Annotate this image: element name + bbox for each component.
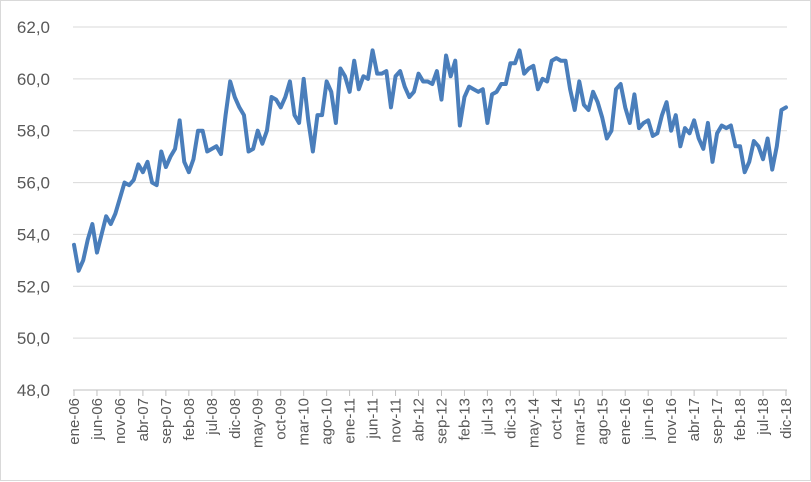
x-tick-label: oct-14 [548,398,565,440]
x-tick-label: sep-07 [158,398,175,444]
x-tick-label: ago-15 [594,398,611,445]
x-tick-label: dic-08 [227,398,244,439]
x-tick-label: ago-10 [319,398,336,445]
x-tick-label: jun-11 [365,398,382,440]
y-tick-label: 52,0 [17,277,50,296]
x-axis-tick-labels: ene-06 jun-06 nov-06 abr-07 sep-07 feb-08 jul-… [66,398,795,448]
x-tick-label: abr-07 [135,398,152,441]
y-tick-label: 54,0 [17,225,50,244]
y-tick-label: 60,0 [17,70,50,89]
y-tick-label: 58,0 [17,122,50,141]
x-tick-label: dic-13 [502,398,519,439]
y-tick-label: 48,0 [17,381,50,400]
x-tick-label: mar-15 [571,398,588,446]
y-axis-tick-labels: 48,0 50,0 52,0 54,0 56,0 58,0 60,0 62,0 [17,18,50,400]
y-tick-label: 62,0 [17,18,50,37]
x-tick-label: sep-12 [433,398,450,444]
x-tick-label: dic-18 [778,398,795,439]
x-tick-label: sep-17 [709,398,726,444]
x-tick-label: ene-16 [617,398,634,445]
x-tick-label: abr-12 [411,398,428,441]
x-tick-label: mar-10 [296,398,313,446]
x-tick-label: nov-16 [663,398,680,444]
x-tick-label: feb-08 [181,398,198,441]
y-tick-label: 56,0 [17,174,50,193]
x-tick-label: ene-06 [66,398,83,445]
x-tick-label: may-14 [525,398,542,448]
y-tick-label: 50,0 [17,329,50,348]
gridlines [73,26,787,339]
x-tick-label: jun-06 [89,398,106,441]
x-tick-label: feb-13 [456,398,473,441]
x-tick-label: nov-11 [388,398,405,443]
series-line [72,48,788,273]
x-tick-label: jul-18 [755,398,772,436]
series [72,48,788,273]
x-tick-label: jul-08 [204,398,221,436]
x-tick-label: ene-11 [342,398,359,444]
x-tick-label: nov-06 [112,398,129,444]
x-tick-label: may-09 [250,398,267,448]
x-tick-label: feb-18 [732,398,749,441]
x-tick-label: abr-17 [686,398,703,441]
x-tick-label: jul-13 [479,398,496,436]
x-tick-label: jun-16 [640,398,657,441]
x-tick-label: oct-09 [273,398,290,440]
x-axis [73,389,787,396]
